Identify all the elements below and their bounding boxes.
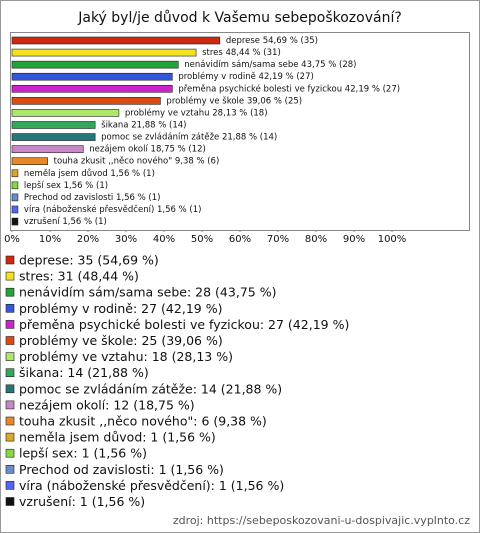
legend-swatch [5,384,15,394]
x-tick-label: 100% [378,234,407,245]
bar [11,205,19,214]
x-tick-label: 30% [115,234,137,245]
x-tick-label: 80% [305,234,327,245]
bar [11,121,96,129]
value-label: neměla jsem důvod 1,56 % (1) [24,168,155,179]
legend-label: neměla jsem důvod: 1 (1,56 %) [19,430,216,445]
x-tick-label: 70% [267,234,289,245]
bar [11,97,161,105]
value-label: touha zkusit ,,něco nového" 9,38 % (6) [54,156,220,167]
legend-label: vzrušení: 1 (1,56 %) [19,494,145,509]
legend-label: přeměna psychické bolesti ve fyzickou: 2… [19,317,349,332]
bar [11,145,84,153]
legend-label: pomoc se zvládáním zátěže: 14 (21,88 %) [19,381,282,396]
value-label: šikana 21,88 % (14) [101,119,186,130]
legend-label: nenávidím sám/sama sebe: 28 (43,75 %) [19,285,276,300]
bar [11,48,197,57]
bar [11,72,173,81]
legend-swatch [5,400,15,410]
legend-label: víra (náboženské přesvědčení): 1 (1,56 %… [19,478,284,493]
source: zdroj: https://sebeposkozovani-u-dospiva… [173,514,470,527]
legend-swatch [5,481,15,490]
value-label: pomoc se zvládáním zátěže 21,88 % (14) [101,133,277,143]
legend-swatch [5,464,15,474]
legend-label: šikana: 14 (21,88 %) [19,365,149,380]
chart-title: Jaký byl/je důvod k Vašemu sebepoškozová… [77,10,402,26]
bar [11,157,48,165]
legend-swatch [5,448,15,458]
x-tick-label: 40% [153,234,175,245]
value-label: problémy ve škole 39,06 % (25) [166,95,302,106]
value-label: nenávidím sám/sama sebe 43,75 % (28) [184,60,356,70]
x-tick-label: 20% [77,234,99,245]
legend-swatch [5,416,15,426]
legend-label: problémy ve škole: 25 (39,06 %) [19,333,223,348]
value-label: Prechod od zavislosti 1,56 % (1) [24,193,161,203]
legend-swatch [5,368,15,378]
value-label: vzrušení 1,56 % (1) [24,216,107,227]
bar [11,84,173,93]
bar [11,60,179,69]
bar [11,109,120,117]
bar [11,169,19,178]
value-label: problémy ve vztahu 28,13 % (18) [125,107,268,118]
legend-label: Prechod od zavislosti: 1 (1,56 %) [19,462,224,477]
legend-swatch [5,336,15,345]
legend-swatch [5,432,15,442]
bar [11,181,19,190]
legend-label: nezájem okolí: 12 (18,75 %) [19,397,195,412]
bar [11,36,221,45]
value-label: víra (náboženské přesvědčení) 1,56 % (1) [24,204,202,215]
legend-label: problémy ve vztahu: 18 (28,13 %) [19,349,233,364]
bar [11,217,19,226]
x-tick-label: 0% [4,234,20,245]
legend-swatch [5,287,15,297]
bar [11,193,19,202]
legend-swatch [5,497,15,506]
value-label: deprese 54,69 % (35) [226,36,318,46]
value-label: nezájem okolí 18,75 % (12) [89,145,206,155]
x-tick-label: 10% [39,234,61,245]
legend-label: touha zkusit ,,něco nového": 6 (9,38 %) [19,414,267,429]
value-label: lepší sex 1,56 % (1) [24,180,108,191]
legend-label: problémy v rodině: 27 (42,19 %) [19,301,222,316]
legend-swatch [5,271,15,281]
value-label: přeměna psychické bolesti ve fyzickou 42… [178,83,400,94]
legend-swatch [5,352,15,361]
x-tick-label: 90% [343,234,365,245]
bar [11,133,96,141]
legend-swatch [5,255,15,265]
value-label: problémy v rodině 42,19 % (27) [178,71,313,82]
legend-swatch [5,320,15,329]
legend-label: deprese: 35 (54,69 %) [19,253,159,268]
legend-swatch [5,303,15,313]
legend-label: lepší sex: 1 (1,56 %) [19,446,147,461]
x-tick-label: 60% [229,234,251,245]
legend-label: stres: 31 (48,44 %) [19,269,139,284]
x-tick-label: 50% [191,234,213,245]
value-label: stres 48,44 % (31) [202,48,281,58]
